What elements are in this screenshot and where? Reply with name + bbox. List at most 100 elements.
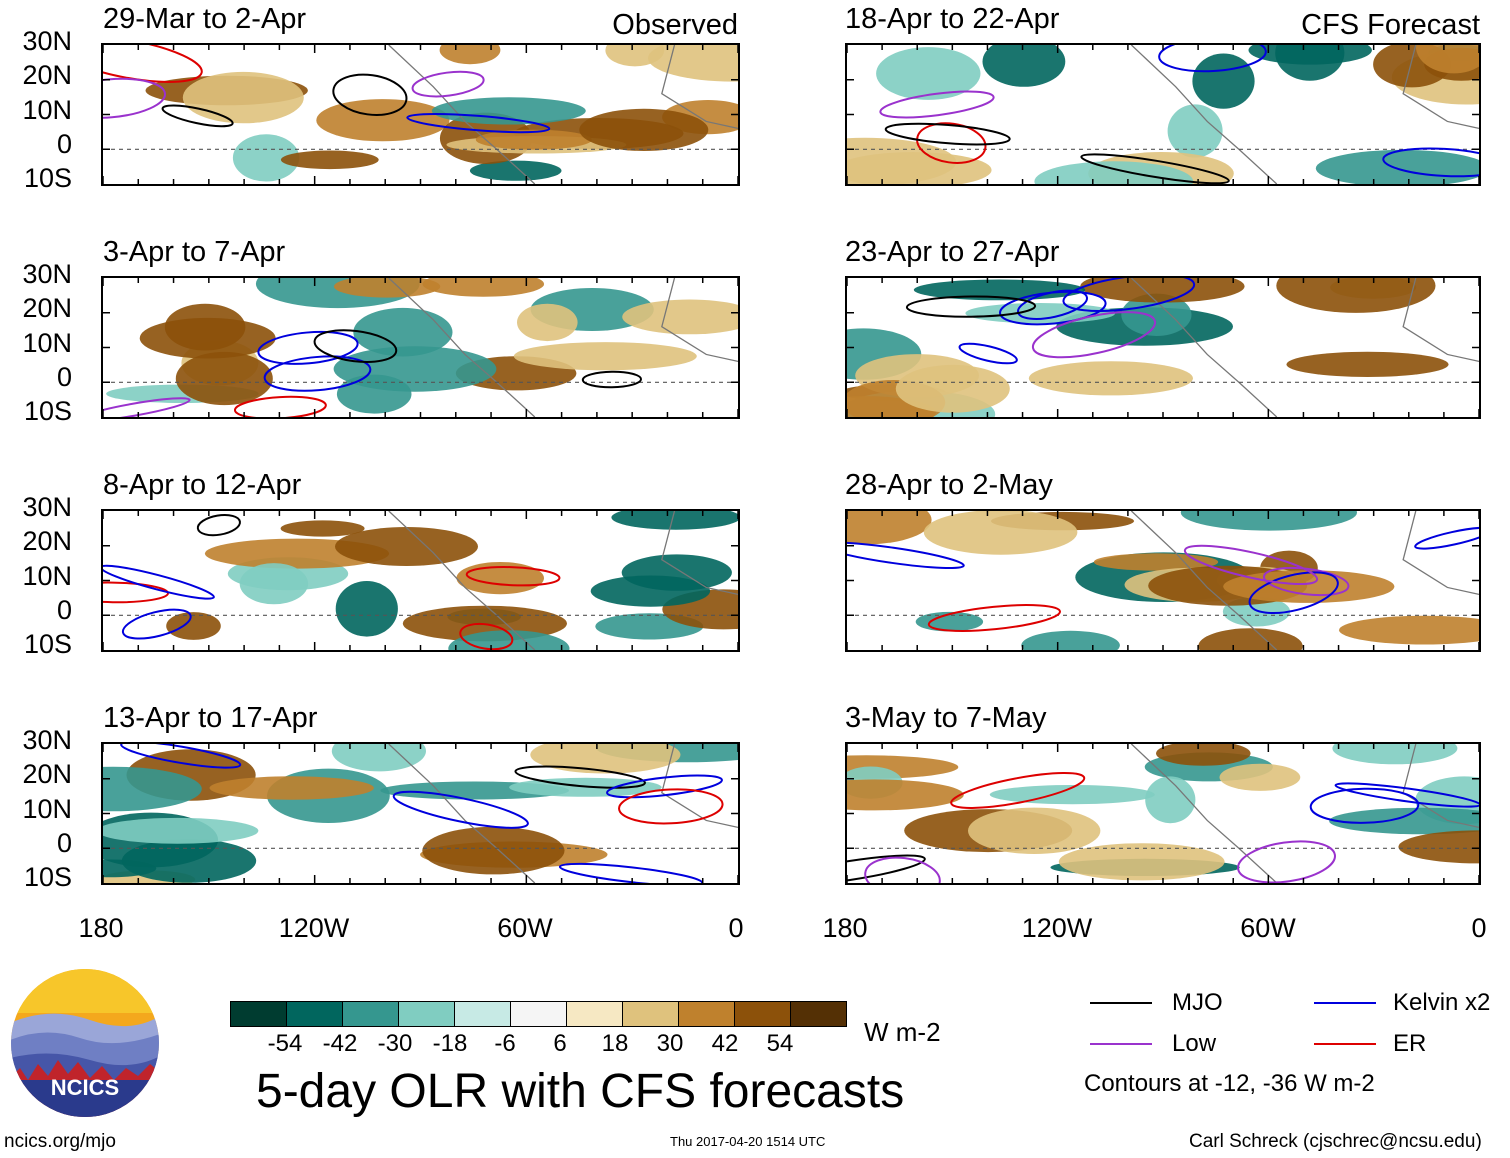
filter-contour	[103, 564, 215, 600]
negative-olr-anomaly	[1275, 45, 1345, 81]
filter-contour	[263, 355, 372, 392]
positive-olr-anomaly	[209, 776, 374, 800]
filter-contour	[999, 290, 1107, 326]
filter-contour	[879, 90, 995, 119]
lat-tick-label: 20N	[22, 293, 72, 323]
coastline	[1130, 45, 1479, 184]
filter-contour	[1334, 782, 1479, 808]
positive-olr-anomaly	[422, 826, 565, 875]
filter-contour	[927, 604, 1061, 632]
colorbar-swatch	[231, 1002, 287, 1026]
filter-contour	[958, 342, 1018, 365]
positive-olr-anomaly	[1198, 628, 1303, 650]
filter-contour	[121, 608, 192, 640]
filter-contour	[618, 788, 724, 825]
colorbar-tick-label: 54	[766, 1030, 794, 1057]
filter-contour	[233, 395, 327, 417]
positive-olr-anomaly	[895, 364, 1010, 413]
positive-olr-anomaly	[517, 303, 578, 342]
filter-contour	[103, 45, 203, 83]
negative-olr-anomaly	[1121, 293, 1192, 336]
panel-title-2: 3-Apr to 7-Apr	[103, 236, 286, 268]
positive-olr-anomaly	[422, 278, 545, 297]
lon-tick-120w-left: 120W	[278, 913, 350, 943]
filter-contour	[905, 295, 1037, 318]
filter-contour	[847, 541, 965, 570]
colorbar-tick-label: 6	[553, 1030, 567, 1057]
coastline	[1130, 744, 1479, 883]
olr-map-3	[103, 511, 738, 650]
olr-map-6	[847, 278, 1479, 417]
coastline	[388, 511, 738, 650]
filter-contour	[864, 856, 941, 883]
filter-contour	[392, 790, 529, 829]
lat-tick-label: 30N	[22, 492, 72, 522]
filter-contour	[1062, 278, 1196, 312]
positive-olr-anomaly	[316, 99, 450, 142]
lat-tick-label: 20N	[22, 526, 72, 556]
panel-title-4: 13-Apr to 17-Apr	[103, 702, 318, 734]
olr-map-1	[103, 45, 738, 184]
map-panel-2	[101, 276, 740, 419]
negative-olr-anomaly	[965, 303, 1116, 324]
positive-olr-anomaly	[847, 152, 992, 184]
filter-contour	[161, 104, 234, 128]
negative-olr-anomaly	[1145, 776, 1196, 824]
filter-contour	[465, 566, 561, 587]
coastline	[388, 45, 738, 184]
filter-contour	[313, 329, 398, 363]
lat-tick-label: 10S	[23, 862, 72, 892]
positive-olr-anomaly	[1339, 615, 1479, 645]
colorbar-swatch	[623, 1002, 679, 1026]
positive-olr-anomaly	[333, 278, 441, 298]
lon-tick-0-right: 0	[1471, 913, 1487, 943]
filter-contour	[1309, 787, 1420, 824]
map-panel-7	[845, 509, 1481, 652]
filter-contour	[847, 854, 926, 883]
colorbar-tick-label: -6	[494, 1030, 516, 1057]
legend-label-kelvin: Kelvin x2	[1393, 989, 1491, 1016]
positive-olr-anomaly	[622, 299, 738, 335]
negative-olr-anomaly	[431, 97, 586, 125]
colorbar-tick-label: 18	[601, 1030, 629, 1057]
positive-olr-anomaly	[1223, 570, 1395, 603]
positive-olr-anomaly	[166, 612, 221, 640]
map-panel-5	[845, 43, 1481, 186]
negative-olr-anomaly	[469, 160, 562, 181]
positive-olr-anomaly	[1028, 361, 1193, 396]
negative-olr-anomaly	[1329, 807, 1479, 835]
positive-olr-anomaly	[1156, 744, 1251, 766]
negative-olr-anomaly	[335, 581, 398, 637]
colorbar-tick-label: 30	[656, 1030, 684, 1057]
positive-olr-anomaly	[530, 744, 681, 774]
filter-contour	[459, 622, 514, 650]
colorbar-tick-label: -42	[322, 1030, 358, 1057]
colorbar-swatch	[567, 1002, 623, 1026]
colorbar-units: W m-2	[864, 1017, 941, 1047]
filter-contour	[1382, 147, 1479, 178]
map-panel-6	[845, 276, 1481, 419]
panel-title-3: 8-Apr to 12-Apr	[103, 469, 302, 501]
olr-map-4	[103, 744, 738, 883]
positive-olr-anomaly	[847, 779, 964, 811]
ncics-logo: NCICS	[11, 969, 159, 1117]
colorbar-swatch	[511, 1002, 567, 1026]
negative-olr-anomaly	[876, 47, 981, 100]
colorbar-swatch	[735, 1002, 791, 1026]
positive-olr-anomaly	[923, 511, 1078, 555]
lat-tick-label: 0	[56, 129, 72, 159]
lat-tick-label: 10N	[22, 95, 72, 125]
lat-tick-label: 10N	[22, 328, 72, 358]
observed-label: Observed	[612, 9, 738, 41]
legend-line-er	[1314, 1043, 1376, 1045]
negative-olr-anomaly	[1180, 511, 1357, 531]
legend-label-er: ER	[1393, 1030, 1427, 1057]
lon-tick-120w-right: 120W	[1021, 913, 1093, 943]
positive-olr-anomaly	[1093, 553, 1219, 571]
negative-olr-anomaly	[121, 839, 257, 883]
lat-tick-label: 30N	[22, 26, 72, 56]
map-panel-1	[101, 43, 740, 186]
olr-map-8	[847, 744, 1479, 883]
negative-olr-anomaly	[982, 45, 1066, 87]
website-link[interactable]: ncics.org/mjo	[4, 1131, 116, 1152]
